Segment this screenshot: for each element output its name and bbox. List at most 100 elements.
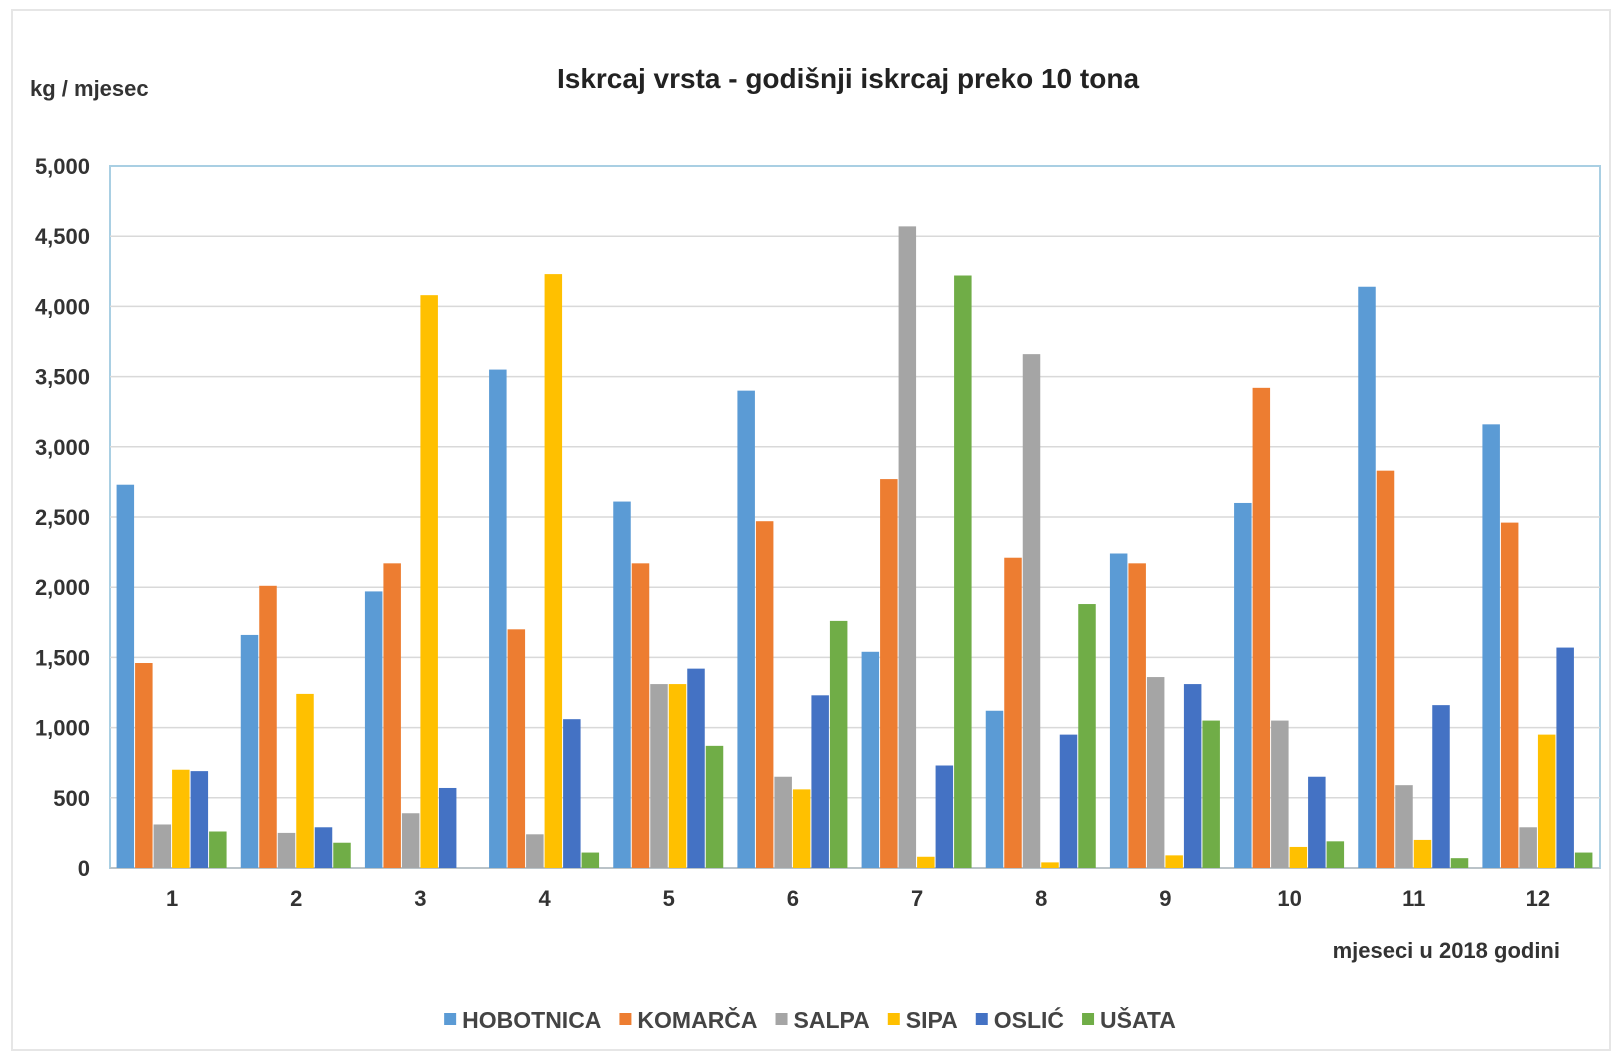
bar-ušata — [1574, 852, 1593, 868]
bar-sipa — [792, 789, 811, 868]
chart-title: Iskrcaj vrsta - godišnji iskrcaj preko 1… — [557, 63, 1139, 94]
bar-ušata — [829, 620, 848, 868]
bar-sipa — [917, 856, 935, 868]
x-tick-label: 11 — [1402, 886, 1425, 911]
bar-salpa — [898, 226, 917, 868]
chart-frame — [11, 9, 1611, 1051]
y-tick-label: 3,000 — [35, 435, 90, 460]
bar-salpa — [526, 834, 544, 868]
bar-oslić — [1308, 776, 1326, 868]
bar-sipa — [544, 274, 563, 868]
bar-salpa — [1519, 827, 1537, 868]
y-tick-label: 0 — [78, 856, 90, 881]
y-tick-label: 2,500 — [35, 505, 90, 530]
bar-komarča — [383, 563, 401, 868]
legend-swatch — [1082, 1013, 1095, 1025]
bar-salpa — [1146, 677, 1165, 868]
x-tick-label: 9 — [1159, 886, 1171, 911]
x-tick-label: 2 — [290, 886, 302, 911]
gridlines — [110, 235, 1600, 869]
x-tick-label: 3 — [414, 886, 426, 911]
bar-komarča — [259, 585, 277, 868]
bar-hobotnica — [364, 591, 383, 868]
y-tick-label: 2,000 — [35, 575, 90, 600]
legend-label: HOBOTNICA — [462, 1007, 601, 1033]
bar-komarča — [507, 629, 526, 868]
bar-hobotnica — [489, 369, 507, 868]
legend-label: SALPA — [794, 1007, 870, 1033]
bar-komarča — [1004, 557, 1022, 868]
bar-ušata — [581, 852, 600, 868]
bar-ušata — [1326, 841, 1345, 868]
y-axis-label: kg / mjesec — [30, 76, 149, 101]
x-tick-label: 4 — [538, 886, 551, 911]
bar-hobotnica — [1358, 286, 1376, 868]
bar-komarča — [631, 563, 650, 868]
y-tick-label: 500 — [53, 786, 90, 811]
bar-hobotnica — [116, 484, 135, 868]
bar-ušata — [1202, 720, 1220, 868]
y-tick-label: 1,500 — [35, 645, 90, 670]
y-tick-label: 1,000 — [35, 716, 90, 741]
bar-salpa — [1395, 785, 1413, 868]
bar-oslić — [1059, 734, 1078, 868]
legend-label: KOMARČA — [637, 1006, 757, 1033]
bar-hobotnica — [1234, 502, 1252, 868]
legend-swatch — [444, 1013, 457, 1025]
bar-oslić — [1183, 684, 1202, 868]
legend-swatch — [887, 1013, 900, 1025]
y-tick-label: 4,000 — [35, 294, 90, 319]
bar-salpa — [1271, 720, 1289, 868]
bar-hobotnica — [240, 634, 259, 868]
bar-oslić — [563, 719, 581, 868]
x-tick-label: 8 — [1035, 886, 1047, 911]
bar-komarča — [755, 521, 774, 868]
bar-komarča — [1376, 470, 1395, 868]
bar-komarča — [1500, 522, 1519, 868]
y-tick-label: 3,500 — [35, 365, 90, 390]
bar-oslić — [687, 668, 705, 868]
x-tick-label: 6 — [787, 886, 799, 911]
bar-hobotnica — [613, 501, 631, 868]
bars — [116, 226, 1593, 869]
bar-oslić — [1432, 705, 1450, 868]
bar-komarča — [880, 479, 898, 868]
bar-oslić — [811, 695, 829, 868]
bar-ušata — [1450, 858, 1469, 868]
legend-swatch — [775, 1013, 788, 1025]
legend-label: SIPA — [906, 1007, 958, 1033]
bar-salpa — [1022, 354, 1041, 868]
bar-komarča — [135, 663, 153, 868]
bar-ušata — [1078, 604, 1096, 868]
bar-salpa — [277, 832, 296, 868]
x-tick-label: 10 — [1277, 886, 1301, 911]
bar-hobotnica — [1482, 424, 1500, 868]
legend-label: OSLIĆ — [994, 1006, 1064, 1033]
bar-oslić — [438, 787, 457, 868]
bar-hobotnica — [1109, 553, 1128, 868]
bar-sipa — [1041, 862, 1059, 868]
legend-label: UŠATA — [1100, 1006, 1176, 1033]
x-axis-ticks: 1 2 3 4 5 6 7 8 9 10 11 12 — [166, 886, 1550, 911]
legend: HOBOTNICA KOMARČA SALPA SIPA OSLIĆ UŠATA — [444, 1006, 1176, 1033]
bar-sipa — [172, 769, 190, 868]
bar-ušata — [705, 745, 724, 868]
bar-oslić — [190, 771, 209, 868]
x-tick-label: 12 — [1526, 886, 1550, 911]
bar-hobotnica — [985, 710, 1004, 868]
x-axis-label: mjeseci u 2018 godini — [1333, 938, 1560, 963]
bar-salpa — [153, 824, 172, 868]
bar-hobotnica — [861, 651, 880, 868]
bar-sipa — [1165, 855, 1183, 868]
bar-ušata — [954, 275, 972, 869]
bar-oslić — [935, 765, 954, 868]
bar-hobotnica — [737, 390, 755, 868]
bar-salpa — [650, 684, 668, 868]
bar-sipa — [1289, 846, 1308, 868]
bar-sipa — [420, 295, 438, 869]
x-tick-label: 7 — [911, 886, 923, 911]
bar-sipa — [668, 684, 687, 868]
y-axis-ticks: 0 500 1,000 1,500 2,000 2,500 3,000 3,500 4,000 4… — [35, 154, 90, 881]
legend-swatch — [619, 1013, 632, 1025]
